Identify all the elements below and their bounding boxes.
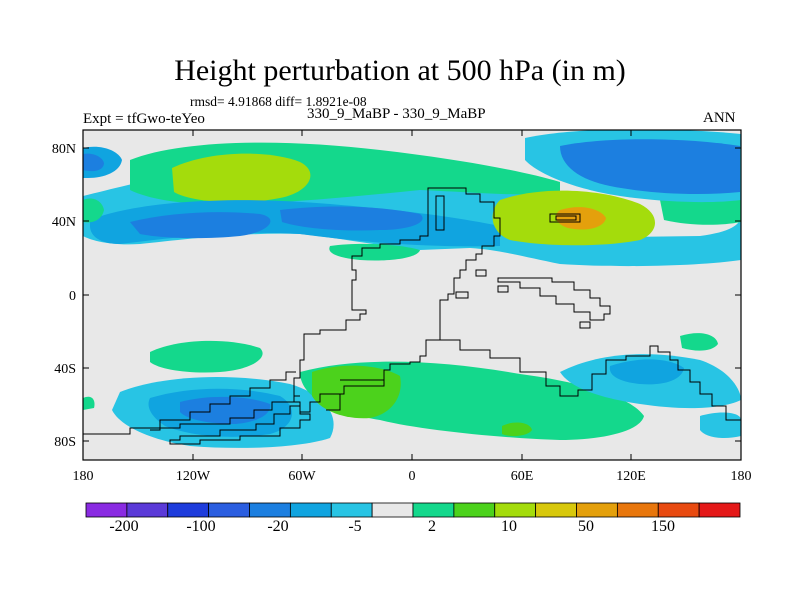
chart-title: Height perturbation at 500 hPa (in m) xyxy=(174,54,626,87)
colorbar-box-7 xyxy=(330,502,373,518)
colorbar-box-14 xyxy=(616,502,659,518)
colorbar-label-6: 10 xyxy=(501,518,517,535)
stats-text: rmsd= 4.91868 diff= 1.8921e-08 xyxy=(190,94,367,109)
colorbar-label-3: -20 xyxy=(267,518,288,535)
axis-ticks xyxy=(82,130,742,460)
colorbar-box-6 xyxy=(289,502,332,518)
field-sh-green-w2 xyxy=(83,396,95,410)
field-arctic-blue xyxy=(560,139,740,194)
lon-label-60e: 60E xyxy=(511,469,534,484)
colorbar-box-1 xyxy=(85,502,128,518)
field-se-dblue xyxy=(609,359,684,385)
lat-tick-labels: 80N 40N 0 40S 80S xyxy=(52,142,76,450)
field-sh-green-e xyxy=(502,422,532,437)
lon-label-0: 0 xyxy=(409,469,416,484)
island-6 xyxy=(455,291,469,299)
case-label: 330_9_MaBP - 330_9_MaBP xyxy=(307,106,486,122)
island-7 xyxy=(579,321,591,329)
field-nh-lower-blue2 xyxy=(280,206,423,231)
colorbar-label-8: 150 xyxy=(651,518,675,535)
season-label: ANN xyxy=(703,110,736,126)
colorbar-box-8 xyxy=(371,502,414,518)
field-asia-orange xyxy=(555,207,606,230)
colorbar-label-1: -200 xyxy=(109,518,138,535)
colorbar-box-15 xyxy=(657,502,700,518)
island-1 xyxy=(435,195,445,231)
colorbar-box-16 xyxy=(698,502,741,518)
continent-outline-east xyxy=(440,339,741,421)
island-5 xyxy=(475,269,487,277)
field-nw-blue2 xyxy=(83,153,104,172)
island-3 xyxy=(555,215,577,221)
continent-outline-ross xyxy=(150,371,296,431)
continent-outline-americas-europe xyxy=(293,187,501,413)
colorbar-label-5: 2 xyxy=(428,518,436,535)
colorbar-label-2: -100 xyxy=(186,518,215,535)
colorbar-box-9 xyxy=(412,502,455,518)
field-layer xyxy=(83,130,741,448)
continent-outline-southwest xyxy=(169,405,311,445)
lon-label-60w: 60W xyxy=(288,469,316,484)
lat-label-80s: 80S xyxy=(54,435,76,450)
lon-label-120e: 120E xyxy=(616,469,646,484)
island-4 xyxy=(497,285,509,293)
colorbar-box-2 xyxy=(126,502,169,518)
lat-label-80n: 80N xyxy=(52,142,76,157)
continent-outline-antarctic-w xyxy=(340,379,385,386)
antarctic-line xyxy=(326,394,341,411)
colorbar-box-13 xyxy=(576,502,618,518)
island-2 xyxy=(549,213,581,223)
lat-label-40n: 40N xyxy=(52,215,76,230)
colorbar-box-5 xyxy=(249,502,291,518)
africa-outline xyxy=(497,277,611,321)
colorbar-label-4: -5 xyxy=(348,518,361,535)
continent-outline-south xyxy=(83,395,300,435)
lat-label-0: 0 xyxy=(69,289,76,304)
colorbar-labels: -200 -100 -20 -5 2 10 50 150 xyxy=(109,518,675,535)
field-sh-e-blue xyxy=(700,412,741,438)
field-nh-lower-blue xyxy=(130,212,271,239)
field-sh-greencore xyxy=(312,365,401,419)
experiment-label: Expt = tfGwo-teYeo xyxy=(83,111,205,127)
lon-label-120w: 120W xyxy=(176,469,211,484)
lon-label-180w: 180 xyxy=(73,469,94,484)
field-se-green xyxy=(680,333,718,351)
field-nh-upper-yg xyxy=(172,153,311,203)
field-sh-dblue xyxy=(180,396,271,424)
colorbar-box-11 xyxy=(494,502,537,518)
lon-label-180e: 180 xyxy=(731,469,752,484)
lat-label-40s: 40S xyxy=(54,362,76,377)
colorbar-box-10 xyxy=(453,502,496,518)
colorbar-box-12 xyxy=(535,502,577,518)
field-sh-green-west xyxy=(150,340,263,373)
colorbar-box-4 xyxy=(208,502,250,518)
colorbar xyxy=(85,502,741,518)
topography-outline xyxy=(83,187,741,445)
colorbar-label-7: 50 xyxy=(578,518,594,535)
field-west-green xyxy=(83,198,104,223)
colorbar-box-3 xyxy=(167,502,210,518)
lon-tick-labels: 180 120W 60W 0 60E 120E 180 xyxy=(73,469,752,484)
